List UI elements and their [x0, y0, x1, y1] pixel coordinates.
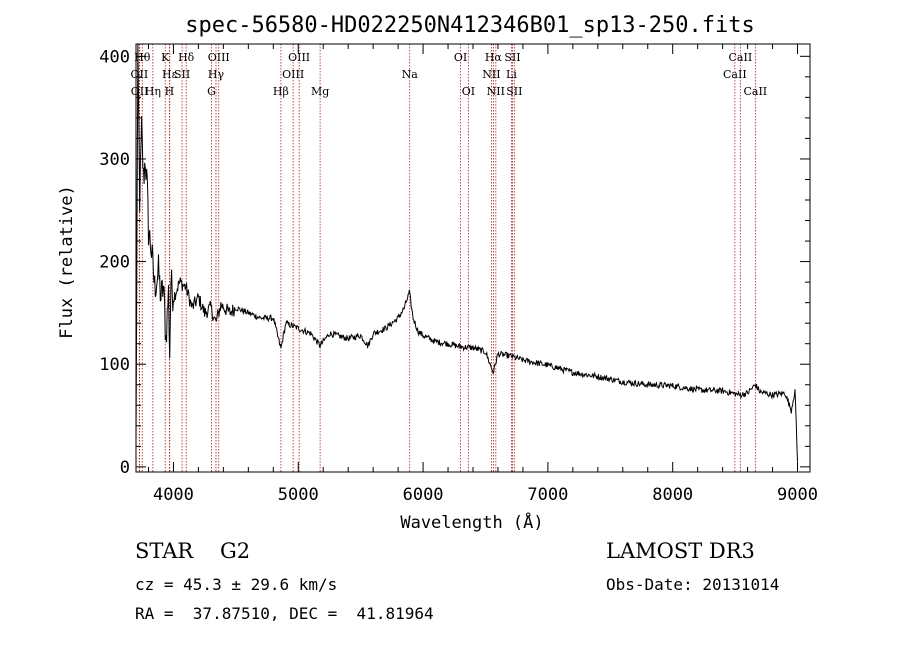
spectral-line-label: SII: [506, 85, 522, 98]
x-tick-label: 9000: [777, 485, 818, 505]
spectral-line-label: K: [161, 51, 170, 64]
spectral-line-label: Hγ: [208, 68, 225, 81]
redshift-cz: cz = 45.3 ± 29.6 km/s: [135, 575, 338, 594]
object-subclass: G2: [219, 539, 251, 563]
x-tick-label: 7000: [527, 485, 568, 505]
spectral-line-label: Li: [506, 68, 517, 81]
spectral-line-label: OII: [131, 68, 149, 81]
x-axis-label: Wavelength (Å): [400, 511, 543, 533]
spectral-line-label: Hη: [145, 85, 161, 98]
spectral-line-label: Hα: [485, 51, 503, 64]
spectral-line-label: OIII: [288, 51, 310, 64]
chart-title: spec-56580-HD022250N412346B01_sp13-250.f…: [185, 13, 755, 38]
spectral-line-label: NII: [482, 68, 500, 81]
spectral-line-label: OIII: [208, 51, 230, 64]
spectrum-series-line: [135, 43, 798, 462]
y-tick-label: 400: [99, 47, 130, 67]
spectral-line-label: Na: [402, 68, 419, 81]
x-tick-label: 4000: [153, 485, 194, 505]
spectral-line-label: CaII: [743, 85, 767, 98]
spectral-line-label: SII: [504, 51, 520, 64]
spectral-line-label: OI: [454, 51, 467, 64]
spectral-line-label: Hδ: [178, 51, 195, 64]
spectral-line-label: Hε: [162, 68, 178, 81]
y-axis-label: Flux (relative): [57, 185, 77, 339]
y-tick-label: 300: [99, 150, 130, 170]
spectral-line-label: G: [207, 85, 216, 98]
observation-date: Obs-Date: 20131014: [606, 575, 780, 594]
spectral-line-label: OI: [462, 85, 475, 98]
spectral-line-label: OIII: [282, 68, 304, 81]
spectral-line-label: CaII: [729, 51, 753, 64]
x-tick-label: 5000: [278, 485, 319, 505]
spectral-line-label: OII: [131, 85, 149, 98]
spectral-line-label: NII: [487, 85, 505, 98]
spectral-line-label: Hβ: [273, 85, 289, 98]
spectral-line-label: CaII: [723, 68, 747, 81]
x-tick-label: 6000: [403, 485, 444, 505]
spectral-line-label: Mg: [311, 85, 329, 98]
spectral-line-markers: [138, 44, 756, 472]
object-type: STAR: [135, 539, 194, 563]
plot-frame: [135, 43, 811, 473]
object-class: STAR G2: [135, 539, 250, 563]
coordinates: RA = 37.87510, DEC = 41.81964: [135, 604, 434, 623]
x-tick-label: 8000: [652, 485, 693, 505]
y-tick-label: 0: [120, 458, 130, 478]
spectral-line-label: SII: [174, 68, 190, 81]
spectral-line-label: Hθ: [134, 51, 151, 64]
axis-ticks: 4000 5000 6000 7000 8000 9000 0 100 200 300 400: [99, 44, 818, 505]
survey-name: LAMOST DR3: [606, 539, 755, 563]
y-tick-label: 200: [99, 253, 130, 273]
spectral-line-label: H: [165, 85, 175, 98]
y-tick-label: 100: [99, 355, 130, 375]
